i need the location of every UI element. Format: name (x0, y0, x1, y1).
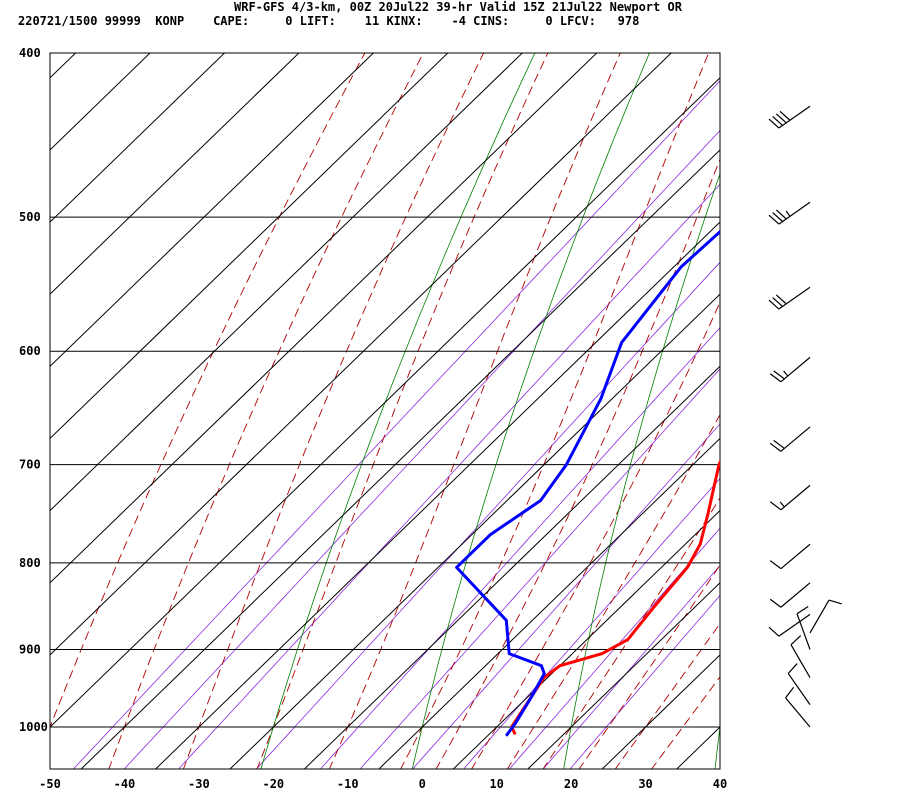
isotherm-line (0, 15, 40, 770)
station-indices-line: 220721/1500 99999 KONP CAPE: 0 LIFT: 11 … (18, 14, 640, 28)
dry-adiabat (563, 172, 720, 769)
wind-barb (796, 606, 811, 650)
dry-adiabat (714, 724, 720, 769)
isotherm-line (50, 53, 672, 656)
mixing-ratio-line (255, 261, 720, 769)
moist-adiabat (578, 564, 720, 769)
moist-adiabats (50, 53, 720, 769)
isotherm-line (50, 53, 226, 223)
dry-adiabats (260, 15, 900, 770)
temperature-tick-label: -20 (262, 777, 284, 791)
isotherm-line (527, 582, 720, 769)
mixing-ratio-line (359, 368, 720, 769)
wind-barb (768, 105, 811, 129)
pressure-tick-label: 500 (19, 210, 41, 224)
mixing-ratio-lines (72, 80, 720, 769)
isotherm-line (50, 53, 300, 295)
wind-barb (790, 635, 811, 678)
isotherm-line (80, 149, 720, 769)
isotherm-line (229, 293, 720, 769)
wind-barb (768, 286, 811, 310)
dewpoint-profile (455, 229, 720, 737)
isotherm-line (50, 53, 375, 368)
wind-barb (768, 201, 811, 225)
chart-title: WRF-GFS 4/3-km, 00Z 20Jul22 39-hr Valid … (234, 0, 682, 14)
moist-adiabat (651, 676, 720, 769)
moist-adiabat (328, 53, 621, 769)
isotherm-line (50, 53, 524, 512)
wind-barb (769, 426, 811, 452)
isotherm-line (378, 437, 720, 769)
isotherm-line (50, 53, 449, 440)
isotherm-line (50, 53, 151, 151)
wind-barb (809, 599, 842, 634)
wind-barb (768, 613, 811, 637)
pressure-tick-label: 800 (19, 556, 41, 570)
isotherm-line (154, 221, 720, 769)
moist-adiabat (435, 158, 720, 769)
dry-adiabat (411, 53, 650, 769)
sounding-profiles (455, 229, 720, 737)
moist-adiabat (182, 53, 485, 769)
temperature-tick-label: 20 (564, 777, 578, 791)
plot-frame (49, 52, 721, 770)
moist-adiabat (256, 53, 549, 769)
mixing-ratio-line (542, 564, 720, 769)
mixing-ratio-line (569, 594, 720, 769)
pressure-tick-label: 600 (19, 344, 41, 358)
temperature-tick-label: -40 (114, 777, 136, 791)
wind-barb (769, 484, 811, 511)
pressure-tick-label: 700 (19, 458, 41, 472)
wind-barb (785, 686, 811, 728)
grid (0, 15, 720, 770)
wind-barbs (768, 105, 842, 728)
moist-adiabat (614, 622, 720, 769)
mixing-ratio-line (72, 80, 720, 769)
moist-adiabat (108, 53, 424, 769)
temperature-tick-label: 40 (713, 777, 727, 791)
pressure-tick-label: 400 (19, 46, 41, 60)
mixing-ratio-line (508, 527, 720, 769)
wind-barb (787, 663, 811, 705)
wind-barb (769, 582, 811, 608)
isotherm-line (50, 77, 720, 728)
isotherm-line (303, 365, 720, 769)
temperature-tick-label: 0 (419, 777, 426, 791)
moist-adiabat (50, 53, 366, 729)
pressure-tick-labels: 400 500 600 700 800 900 1000 (19, 46, 48, 734)
temperature-tick-label: -30 (188, 777, 210, 791)
temperature-tick-label: 10 (489, 777, 503, 791)
mixing-ratio-line (178, 183, 720, 769)
moist-adiabat (542, 497, 720, 769)
mixing-ratio-line (319, 327, 720, 769)
temperature-profile (510, 459, 720, 735)
isotherm-line (50, 53, 598, 584)
temperature-tick-labels: -50 -40 -30 -20 -10 0 10 20 30 40 (39, 777, 727, 791)
mixing-ratio-line (123, 129, 720, 769)
moist-adiabat (471, 301, 720, 769)
wind-barb (769, 543, 811, 570)
dry-adiabat (260, 53, 536, 769)
pressure-tick-label: 900 (19, 642, 41, 656)
wind-barb (769, 356, 811, 383)
temperature-tick-label: -10 (337, 777, 359, 791)
moist-adiabat (400, 53, 710, 769)
moist-adiabat (506, 413, 720, 769)
isotherm-line (601, 654, 720, 769)
pressure-tick-label: 1000 (19, 720, 48, 734)
temperature-tick-label: -50 (39, 777, 61, 791)
isotherm-line (676, 726, 720, 769)
isotherm-line (452, 509, 720, 769)
temperature-tick-label: 30 (638, 777, 652, 791)
mixing-ratio-line (412, 423, 720, 769)
dry-adiabat (866, 15, 900, 770)
